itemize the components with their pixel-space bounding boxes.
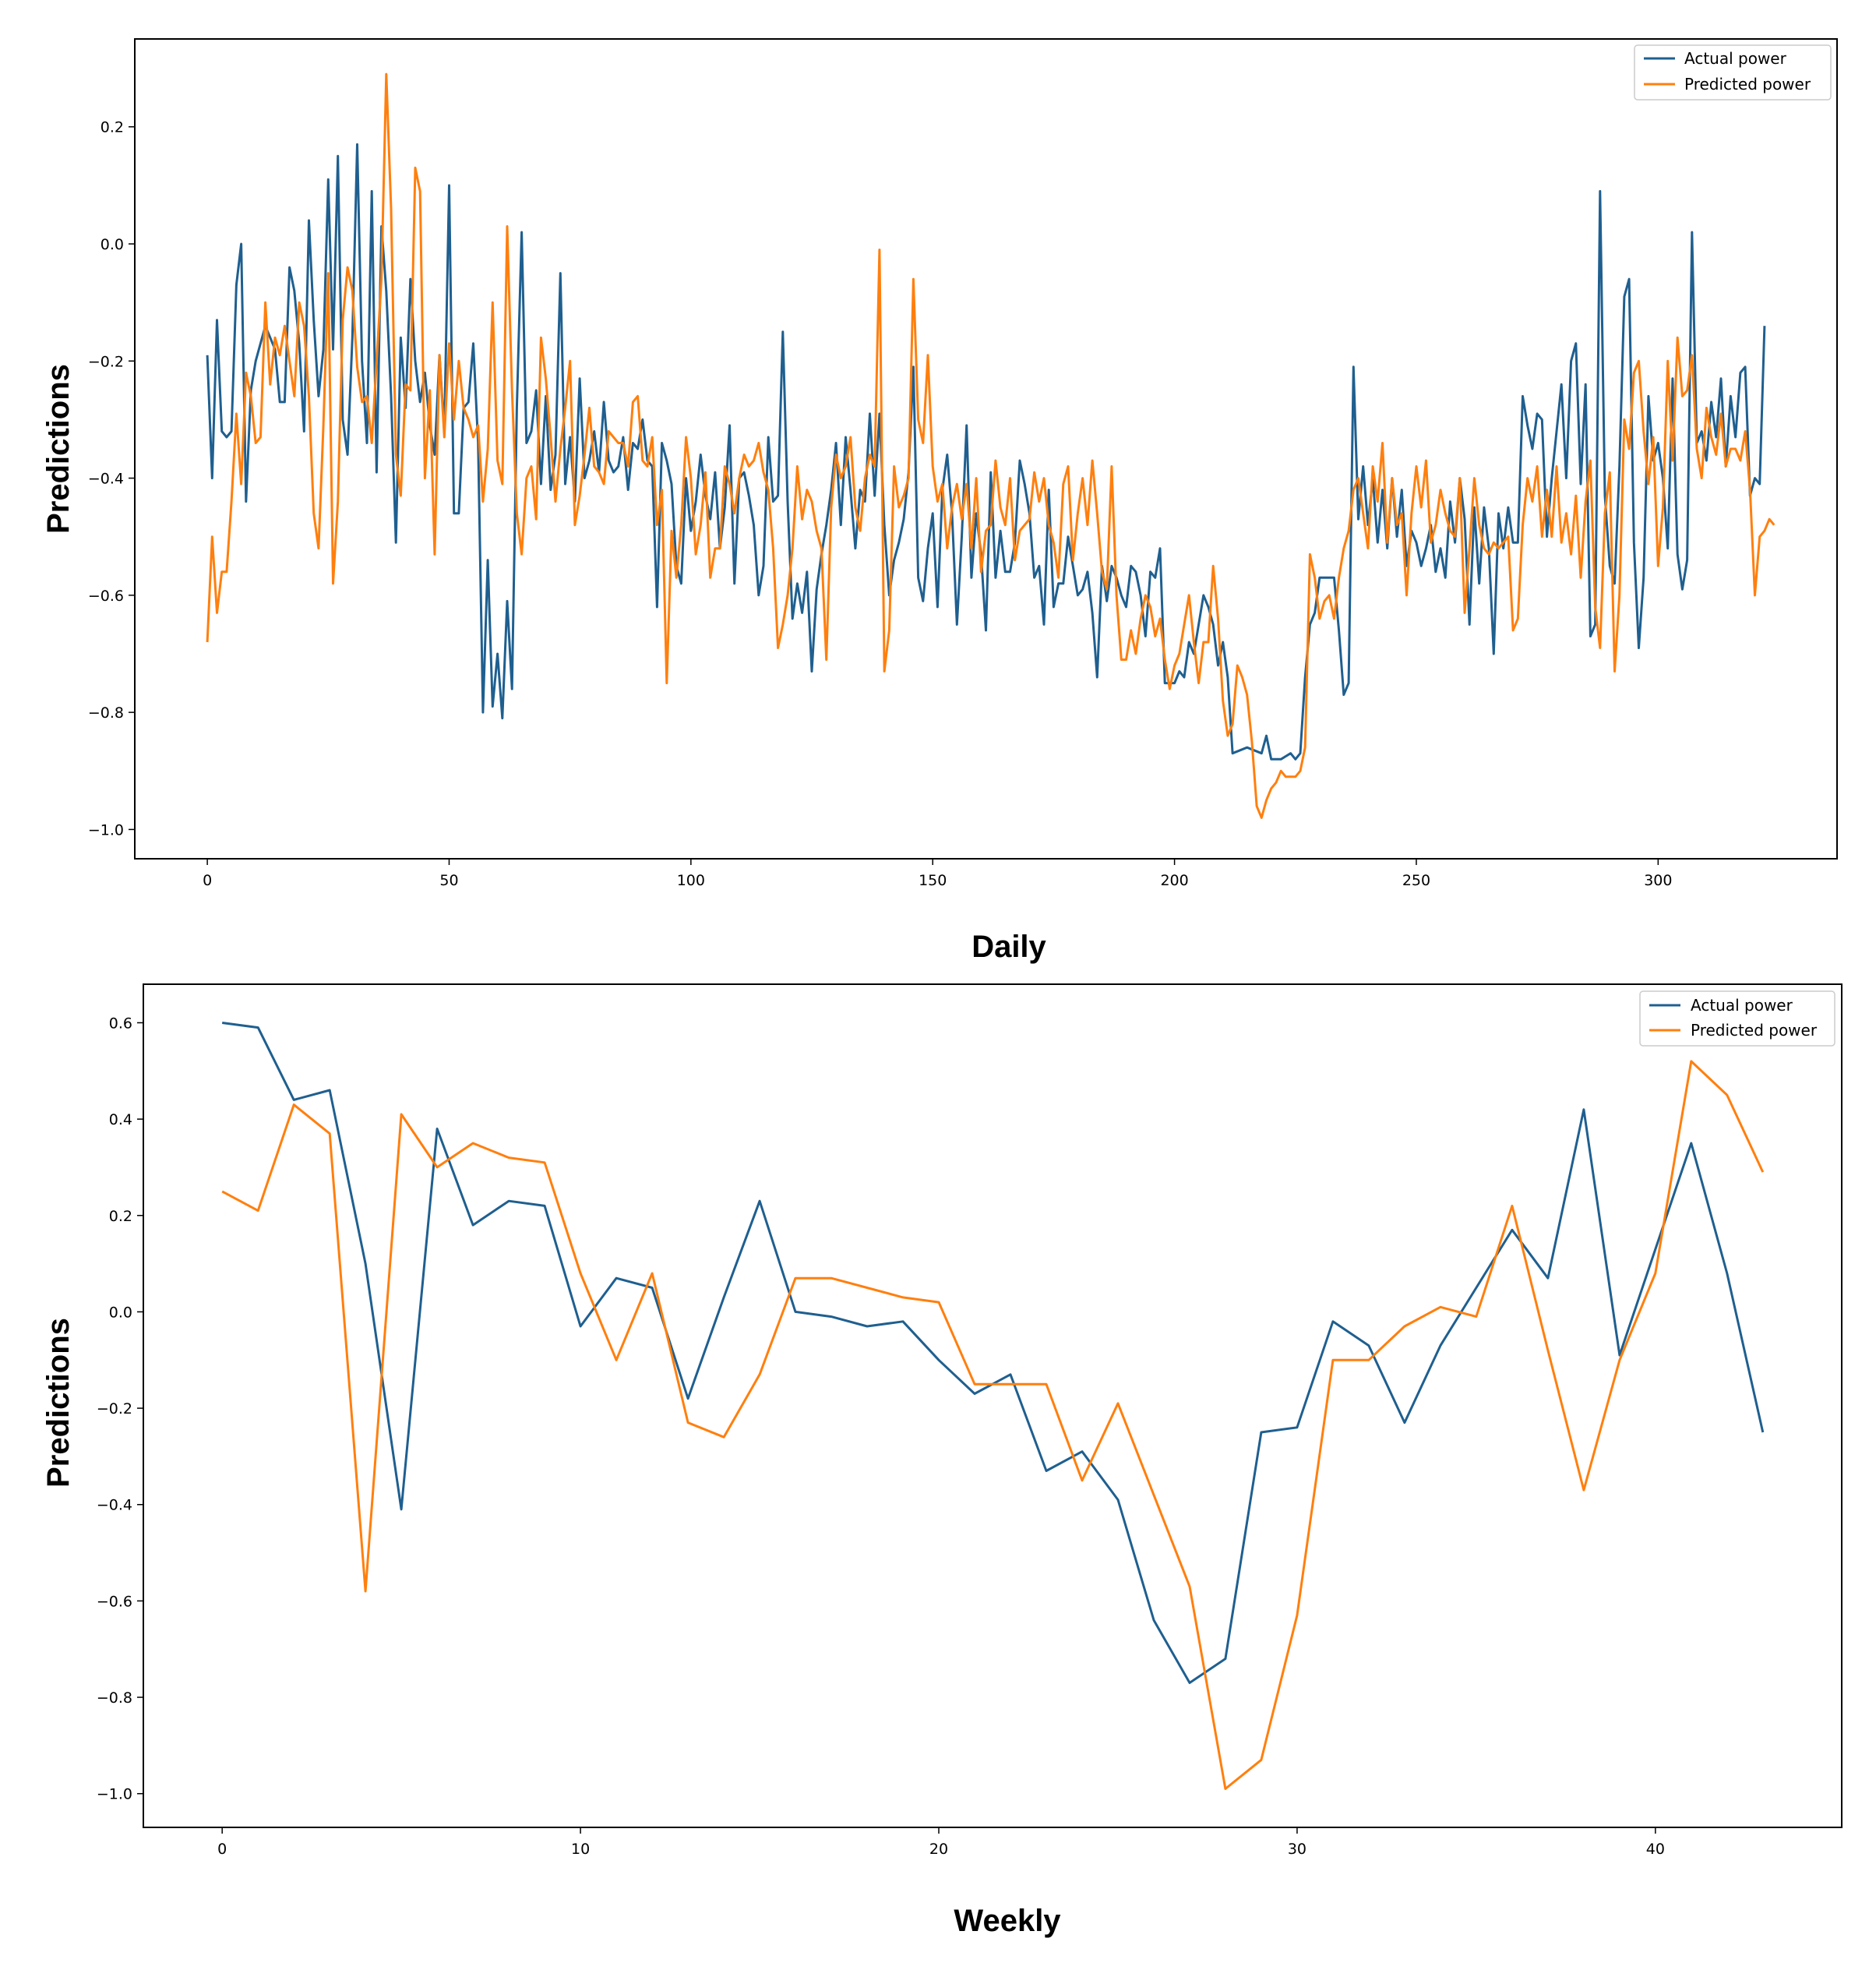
weekly-plot-area [143, 983, 1843, 1828]
daily-plot-area [134, 38, 1838, 860]
y-tick-label: −0.2 [88, 353, 124, 370]
x-tick-label: 0 [203, 872, 212, 889]
daily-y-ticks: −1.0 −0.8 −0.6 −0.4 −0.2 0.0 0.2 [88, 119, 135, 838]
y-tick-label: −0.8 [97, 1689, 132, 1707]
weekly-legend-box [1639, 990, 1835, 1047]
weekly-chart: −1.0 −0.8 −0.6 −0.4 −0.2 0.0 0.2 0.4 0.6 0 10 20 30… [41, 983, 1843, 1938]
x-tick-label: 250 [1402, 872, 1430, 889]
predicted-power-line [221, 1060, 1765, 1790]
daily-x-axis-title: Daily [972, 930, 1046, 964]
x-tick-label: 30 [1288, 1841, 1306, 1858]
daily-legend-predicted: Predicted power [1684, 75, 1811, 94]
y-tick-label: 0.2 [100, 119, 124, 136]
daily-y-axis-title: Predictions [41, 364, 76, 534]
y-tick-label: −0.6 [88, 588, 124, 605]
daily-legend-actual: Actual power [1684, 49, 1787, 68]
daily-series [206, 72, 1776, 819]
x-tick-label: 10 [571, 1841, 590, 1858]
daily-x-ticks: 0 50 100 150 200 250 300 [203, 859, 1672, 889]
daily-legend-box [1634, 44, 1832, 101]
predicted-power-line [206, 72, 1776, 819]
y-tick-label: −0.2 [97, 1400, 132, 1417]
y-tick-label: 0.4 [109, 1111, 132, 1128]
x-tick-label: 40 [1646, 1841, 1665, 1858]
weekly-y-axis-title: Predictions [41, 1318, 76, 1488]
y-tick-label: −0.4 [97, 1497, 132, 1514]
x-tick-label: 100 [677, 872, 705, 889]
y-tick-label: 0.2 [109, 1208, 132, 1225]
daily-legend: Actual power Predicted power [1634, 44, 1832, 101]
y-tick-label: 0.0 [100, 236, 124, 253]
y-tick-label: −1.0 [97, 1786, 132, 1803]
y-tick-label: −0.6 [97, 1593, 132, 1610]
weekly-x-ticks: 0 10 20 30 40 [217, 1827, 1665, 1858]
weekly-legend-predicted: Predicted power [1691, 1021, 1818, 1040]
x-tick-label: 300 [1644, 872, 1672, 889]
y-tick-label: −0.8 [88, 704, 124, 722]
weekly-x-axis-title: Weekly [954, 1904, 1061, 1938]
x-tick-label: 200 [1160, 872, 1188, 889]
weekly-legend-actual: Actual power [1691, 996, 1793, 1015]
y-tick-label: −0.4 [88, 471, 124, 488]
y-tick-label: 0.0 [109, 1304, 132, 1321]
x-tick-label: 50 [439, 872, 458, 889]
x-tick-label: 150 [919, 872, 947, 889]
y-tick-label: −1.0 [88, 821, 124, 838]
y-tick-label: 0.6 [109, 1015, 132, 1032]
x-tick-label: 0 [217, 1841, 227, 1858]
actual-power-line [206, 143, 1766, 761]
weekly-legend: Actual power Predicted power [1639, 990, 1835, 1047]
weekly-series [221, 1022, 1765, 1790]
x-tick-label: 20 [929, 1841, 948, 1858]
daily-chart: −1.0 −0.8 −0.6 −0.4 −0.2 0.0 0.2 0 50 100 150 200 2… [41, 38, 1838, 964]
weekly-y-ticks: −1.0 −0.8 −0.6 −0.4 −0.2 0.0 0.2 0.4 0.6 [97, 1015, 143, 1803]
